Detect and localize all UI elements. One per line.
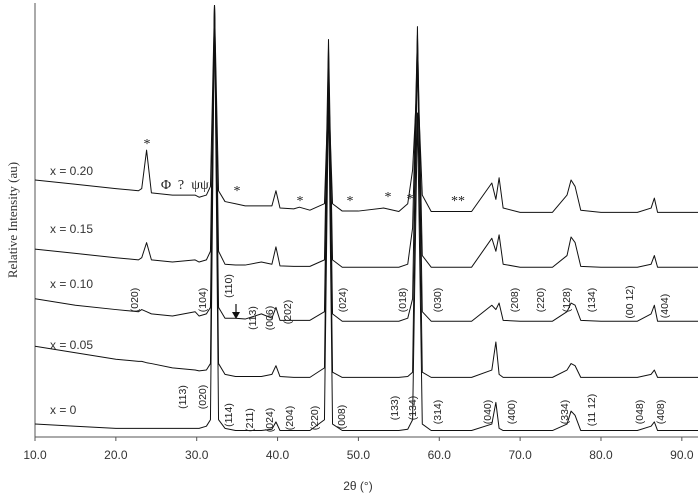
x-tick-label: 30.0 [185, 448, 209, 462]
peak-index-label: (114) [223, 403, 235, 427]
peak-index-label: (006) [264, 306, 276, 331]
peak-index-label: (220) [309, 406, 321, 431]
peak-index-label: (134) [586, 288, 598, 313]
series-label: x = 0.10 [50, 277, 93, 291]
peak-index-label: (020) [197, 385, 209, 410]
x-tick-label: 50.0 [347, 448, 371, 462]
plot-area [35, 5, 698, 432]
peak-index-label: (400) [506, 400, 518, 425]
peak-index-label: (134) [407, 396, 419, 421]
peak-index-label: (408) [655, 400, 667, 425]
peak-index-label: (008) [336, 405, 348, 430]
x-tick-label: 70.0 [508, 448, 532, 462]
peak-index-label: (11 12) [586, 394, 598, 427]
arrow-head [232, 312, 240, 319]
peak-index-label: (133) [389, 396, 401, 421]
peak-index-label: (024) [264, 408, 276, 433]
series-label: x = 0.05 [50, 338, 93, 352]
peak-marker-label: ψψ [191, 178, 209, 193]
peak-index-label: (202) [282, 300, 294, 325]
peak-index-label: (030) [432, 288, 444, 313]
peak-index-label: (204) [284, 406, 296, 431]
peak-marker-label: * [297, 194, 304, 209]
peak-index-label: (024) [337, 288, 349, 313]
peak-index-label: (020) [129, 288, 141, 313]
peak-marker-label: Φ [161, 178, 171, 193]
peak-index-label: (404) [659, 294, 671, 319]
y-axis-label: Relative Intensity (au) [5, 162, 20, 278]
spectrum-line [35, 5, 698, 378]
peak-marker-label: * [407, 192, 414, 207]
peak-index-label: (113) [247, 306, 259, 330]
peak-index-label: (104) [197, 288, 209, 313]
peak-index-label: (220) [535, 288, 547, 313]
x-tick-label: 90.0 [670, 448, 694, 462]
peak-index-label: (00 12) [624, 285, 636, 318]
x-tick-label: 20.0 [104, 448, 128, 462]
peak-index-label: (208) [509, 288, 521, 313]
peak-marker-label: * [385, 190, 392, 205]
peak-marker-label: ** [451, 194, 465, 209]
x-tick-label: 10.0 [23, 448, 47, 462]
x-tick-label: 80.0 [589, 448, 613, 462]
peak-marker-label: * [347, 194, 354, 209]
peak-index-label: (110) [223, 274, 235, 298]
peak-index-label: (334) [559, 400, 571, 425]
series-labels: x = 0.20 x = 0.15 x = 0.10 x = 0.05 x = … [50, 164, 93, 417]
x-axis-label: 2θ (°) [343, 479, 372, 493]
peak-index-label: (211) [244, 408, 256, 432]
series-label: x = 0.20 [50, 164, 93, 178]
spectrum-line [35, 5, 698, 268]
spectrum-line [35, 5, 698, 322]
peak-index-label: (040) [482, 400, 494, 425]
spectrum-line [35, 5, 698, 213]
x-tick-label: 60.0 [428, 448, 452, 462]
series-label: x = 0.15 [50, 222, 93, 236]
peak-index-label: (314) [432, 400, 444, 425]
peak-index-label: (048) [634, 400, 646, 425]
peak-marker-label: * [144, 137, 151, 152]
peak-index-label: (113) [177, 385, 189, 409]
spectrum-line [35, 5, 698, 432]
x-tick-label: 40.0 [266, 448, 290, 462]
peak-marker-label: * [234, 184, 241, 199]
series-label: x = 0 [50, 403, 77, 417]
peak-marker-label: ? [178, 178, 184, 193]
peak-index-label: (128) [561, 288, 573, 313]
peak-index-label: (018) [397, 288, 409, 313]
